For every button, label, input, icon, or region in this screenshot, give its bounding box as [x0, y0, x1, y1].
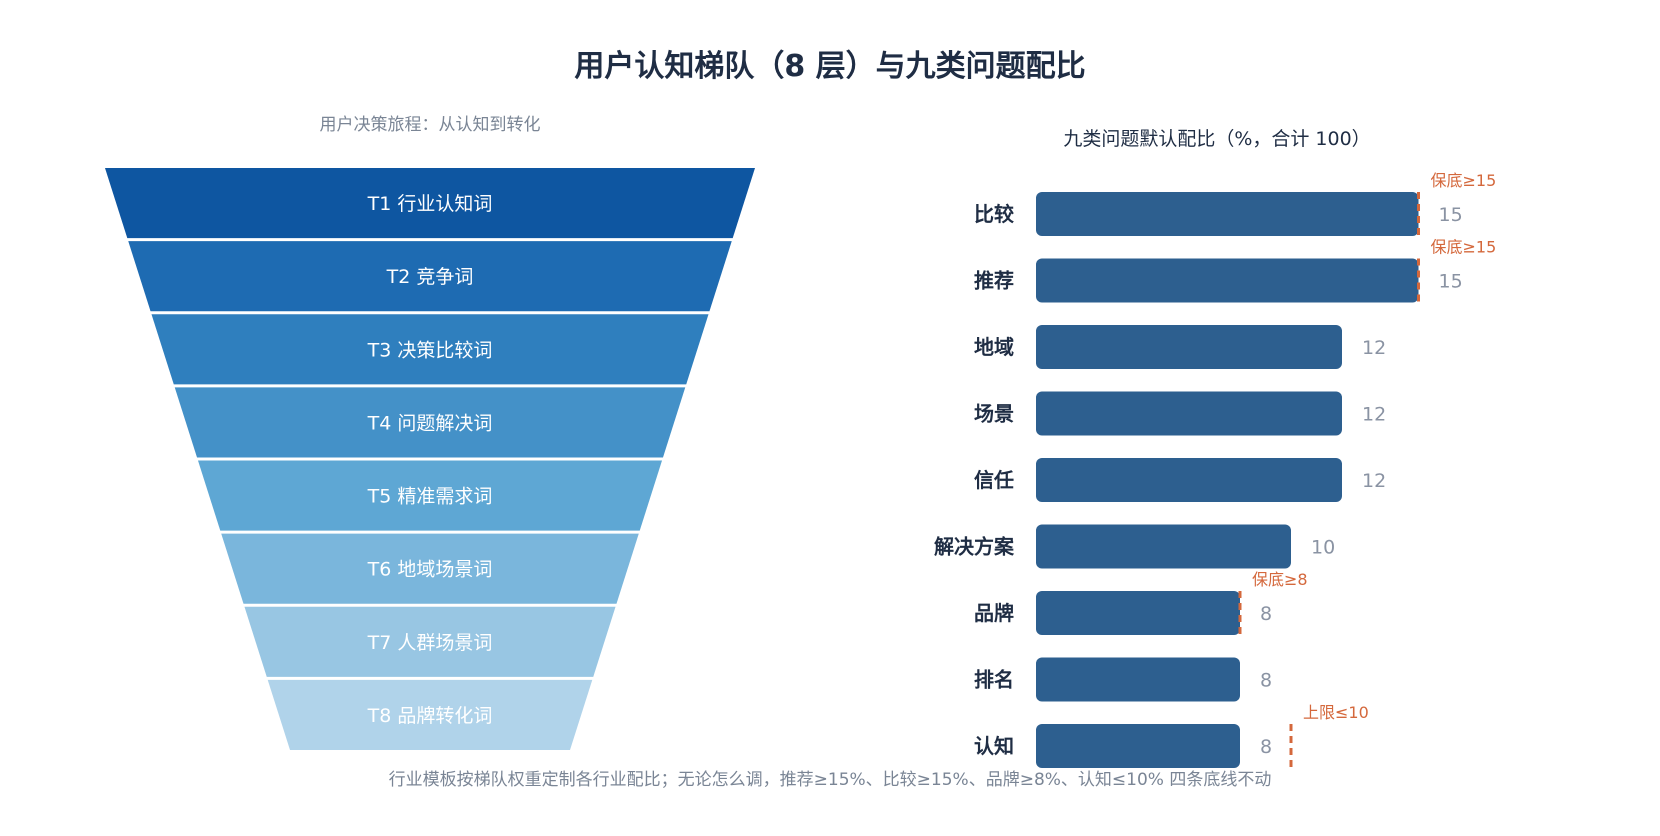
floor-label: 保底≥15 — [1431, 238, 1497, 257]
category-label: 排名 — [974, 668, 1014, 692]
value-label: 12 — [1362, 470, 1386, 492]
funnel-layer-5 — [197, 460, 663, 531]
funnel-layer-label: T3 决策比较词 — [367, 339, 493, 361]
funnel-layer-7 — [244, 606, 616, 677]
funnel-layer-label: T1 行业认知词 — [367, 193, 493, 215]
footer-note: 行业模板按梯队权重定制各行业配比；无论怎么调，推荐≥15%、比较≥15%、品牌≥… — [389, 770, 1272, 790]
bar — [1036, 524, 1291, 569]
category-label: 认知 — [974, 734, 1014, 758]
value-label: 12 — [1362, 404, 1386, 426]
bar-chart: 比较 15 推荐 15 地域 12 场景 12 信任 12 解决方案 10 品牌 8 排名 8 认知 8 保底≥15… — [934, 171, 1496, 768]
funnel-layer-1 — [105, 168, 755, 239]
bar — [1036, 724, 1240, 768]
value-label: 8 — [1260, 603, 1272, 625]
bar — [1036, 591, 1240, 635]
funnel-layer-4 — [174, 387, 686, 458]
bar — [1036, 192, 1419, 236]
category-label: 比较 — [974, 202, 1014, 226]
funnel-chart: T1 行业认知词 T2 竞争词 T3 决策比较词 T4 问题解决词 T5 精准需求词 T6… — [105, 168, 755, 750]
category-label: 场景 — [974, 402, 1014, 426]
funnel-layer-2 — [128, 241, 732, 312]
funnel-layer-6 — [221, 533, 639, 604]
value-label: 8 — [1260, 736, 1272, 758]
bar-chart-title: 九类问题默认配比（%，合计 100） — [1063, 128, 1370, 150]
value-label: 8 — [1260, 670, 1272, 692]
funnel-layer-label: T5 精准需求词 — [367, 486, 493, 508]
value-label: 10 — [1311, 537, 1335, 559]
funnel-layer-label: T2 竞争词 — [386, 266, 474, 288]
bar — [1036, 458, 1342, 502]
category-label: 品牌 — [974, 601, 1014, 625]
bar — [1036, 657, 1240, 702]
cap-label: 上限≤10 — [1303, 703, 1369, 722]
funnel-layer-label: T6 地域场景词 — [367, 559, 493, 581]
value-label: 15 — [1439, 271, 1463, 293]
bar — [1036, 391, 1342, 436]
funnel-subtitle: 用户决策旅程：从认知到转化 — [320, 115, 541, 135]
category-label: 信任 — [974, 468, 1014, 492]
category-label: 地域 — [974, 335, 1014, 359]
funnel-layer-label: T4 问题解决词 — [367, 412, 493, 434]
floor-label: 保底≥8 — [1252, 570, 1308, 589]
funnel-layer-label: T7 人群场景词 — [367, 632, 493, 654]
main-title: 用户认知梯队（8 层）与九类问题配比 — [574, 49, 1085, 84]
floor-label: 保底≥15 — [1431, 171, 1497, 190]
funnel-layer-3 — [151, 314, 709, 385]
value-label: 12 — [1362, 337, 1386, 359]
category-label: 解决方案 — [934, 535, 1015, 559]
bar — [1036, 325, 1342, 369]
funnel-layer-8 — [267, 679, 593, 750]
value-label: 15 — [1439, 204, 1463, 226]
funnel-layer-label: T8 品牌转化词 — [367, 705, 493, 727]
bar — [1036, 258, 1419, 303]
category-label: 推荐 — [974, 269, 1014, 293]
